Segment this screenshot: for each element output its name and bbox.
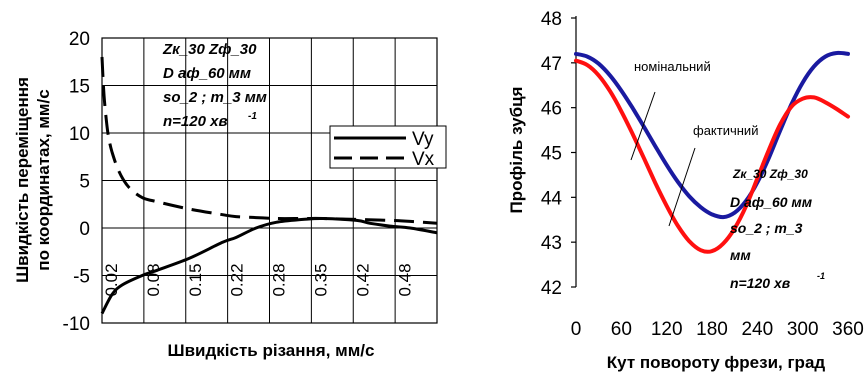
rnote-line-1: Zк_30 Zф_30 — [732, 167, 808, 181]
right-parameters-note: Zк_30 Zф_30 D аф_60 мм so_2 ; m_3 мм n=1… — [730, 167, 825, 291]
left-y-tick-labels: 20 15 10 5 0 -5 -10 — [63, 29, 90, 335]
note-line-1: Zк_30 Zф_30 — [162, 41, 257, 58]
right-x-tick-label: 180 — [696, 319, 728, 340]
left-y-tick-label: -10 — [63, 314, 90, 335]
note-line-4: n=120 хв — [163, 113, 228, 130]
right-x-tick-label: 240 — [741, 319, 773, 340]
right-x-tick-label: 120 — [651, 319, 683, 340]
rnote-line-2: D аф_60 мм — [730, 194, 813, 210]
left-legend-box — [329, 125, 447, 169]
legend-label-vy: Vy — [412, 129, 434, 150]
right-x-tick-label: 360 — [832, 319, 864, 340]
leader-actual — [668, 147, 696, 227]
left-x-axis-title: Швидкість різання, мм/с — [168, 341, 375, 360]
left-x-tick-label: 0.02 — [102, 263, 121, 296]
rnote-line-4: мм — [730, 247, 751, 263]
right-x-tick-label: 0 — [571, 319, 582, 340]
left-x-tick-label: 0.22 — [228, 263, 247, 296]
left-parameters-note: Zк_30 Zф_30 D аф_60 мм so_2 ; m_3 мм n=1… — [162, 41, 267, 130]
series-line-actual — [574, 58, 850, 254]
note-line-2: D аф_60 мм — [163, 65, 251, 82]
left-y-tick-label: 0 — [79, 219, 90, 240]
legend-label-vx: Vx — [412, 149, 435, 170]
right-y-tick-label: 42 — [541, 278, 562, 299]
right-y-tick-label: 44 — [541, 188, 563, 209]
left-x-tick-label: 0.15 — [186, 263, 205, 296]
left-x-tick-labels: 0.02 0.08 0.15 0.22 0.28 0.35 0.42 0.48 — [102, 263, 414, 296]
right-x-tick-label: 60 — [611, 319, 632, 340]
rnote-superscript: -1 — [817, 271, 825, 281]
left-y-tick-label: 15 — [69, 77, 90, 98]
right-y-axis-title: Профіль зубця — [507, 87, 526, 214]
right-y-tick-label: 45 — [541, 144, 562, 165]
chart-tooth-profile: 48 47 46 45 44 43 42 0 60 120 180 240 300 360 номіна… — [507, 9, 864, 372]
left-x-tick-label: 0.42 — [353, 263, 372, 296]
right-x-axis-title: Кут повороту фрези, град — [607, 353, 826, 372]
right-y-tick-label: 47 — [541, 54, 562, 75]
left-legend: Vy Vx — [329, 125, 447, 170]
left-plot-frame — [101, 37, 438, 324]
rnote-line-5: n=120 хв — [730, 275, 791, 291]
label-nominal: номінальний — [634, 59, 711, 74]
right-y-tick-label: 43 — [541, 233, 562, 254]
series-line-vy — [100, 216, 438, 315]
left-y-axis-title-line1: Швидкість переміщення — [13, 77, 32, 283]
left-y-tick-label: 10 — [69, 124, 90, 145]
right-x-tick-labels: 0 60 120 180 240 300 360 — [571, 319, 864, 340]
rnote-line-3: so_2 ; m_3 — [730, 220, 803, 236]
left-y-axis-title-line2: по координатах, мм/с — [34, 89, 53, 270]
note-superscript: -1 — [248, 111, 257, 122]
left-gridlines — [102, 37, 437, 324]
left-x-tick-label: 0.48 — [395, 263, 414, 296]
left-y-tick-label: -5 — [73, 267, 90, 288]
series-line-nominal — [574, 50, 850, 220]
left-x-tick-label: 0.28 — [270, 263, 289, 296]
right-series-group — [574, 50, 850, 254]
right-y-tick-labels: 48 47 46 45 44 43 42 — [541, 9, 563, 299]
note-line-3: so_2 ; m_3 мм — [163, 89, 267, 106]
right-y-tick-label: 48 — [541, 9, 562, 30]
right-x-tick-label: 300 — [787, 319, 819, 340]
left-series-group — [100, 56, 438, 315]
left-x-tick-label: 0.35 — [312, 263, 331, 296]
right-y-tick-label: 46 — [541, 99, 562, 120]
left-y-tick-label: 5 — [79, 172, 90, 193]
left-y-tick-label: 20 — [69, 29, 90, 50]
right-y-tick-marks — [571, 17, 576, 288]
leader-nominal — [630, 91, 656, 161]
series-line-vx — [100, 56, 438, 225]
label-actual: фактичний — [693, 123, 758, 138]
